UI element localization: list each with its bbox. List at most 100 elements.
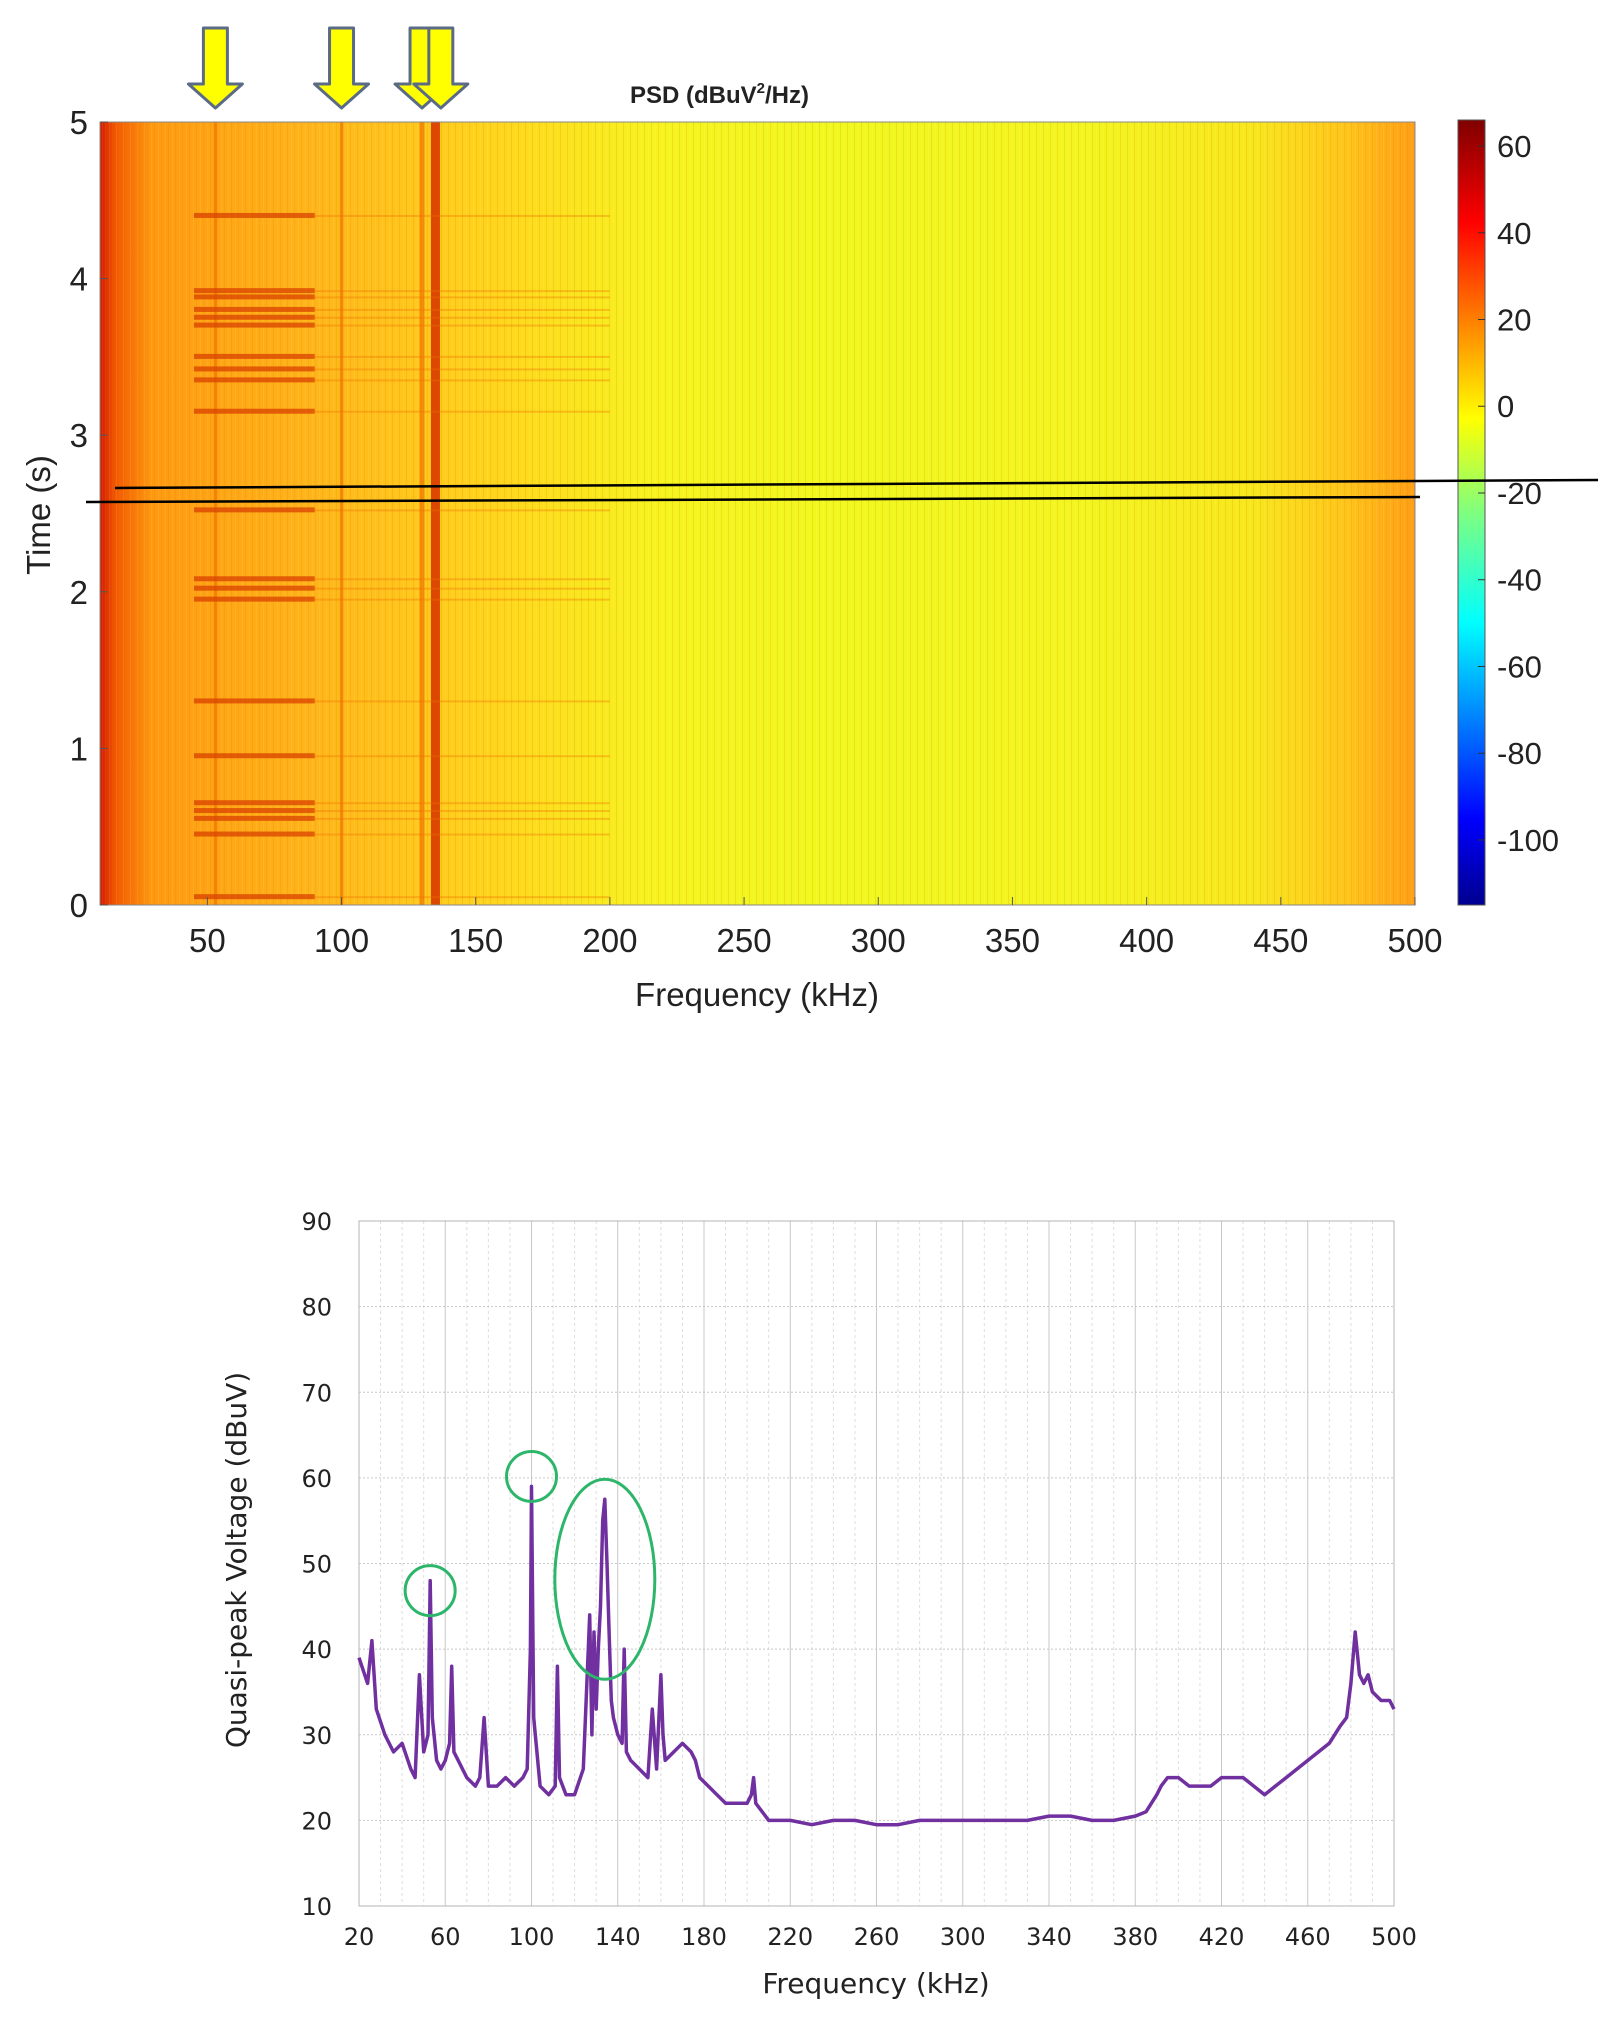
burst-trail <box>314 410 610 413</box>
colorbar-tick-label: -80 <box>1497 736 1542 771</box>
burst-trail <box>314 833 610 836</box>
heat-xtick-label: 350 <box>985 922 1040 959</box>
burst-band <box>193 585 315 591</box>
heatmap-frame <box>99 121 1416 906</box>
burst-band <box>193 894 315 900</box>
line-ytick-label: 50 <box>301 1551 332 1579</box>
heat-ytick-label: 0 <box>70 887 88 924</box>
line-xtick-label: 340 <box>1026 1923 1072 1951</box>
heatmap-xlabel: Frequency (kHz) <box>635 976 879 1013</box>
colorbar-tick-label: -100 <box>1497 823 1559 858</box>
line-xtick-label: 180 <box>681 1923 727 1951</box>
heat-ytick-label: 2 <box>70 574 88 611</box>
vertical-line-53khz <box>213 122 217 905</box>
colorbar-gradient <box>1457 119 1486 906</box>
line-ytick-label: 40 <box>301 1636 332 1664</box>
burst-band <box>193 366 315 372</box>
burst-trail <box>314 700 610 703</box>
burst-band <box>193 288 315 294</box>
burst-band <box>193 322 315 328</box>
burst-trail <box>314 355 610 358</box>
burst-trail <box>314 368 610 371</box>
heat-ytick-label: 4 <box>70 261 88 298</box>
spectrogram-panel: PSD (dBuV2/Hz) 50 100 150 200 250 300 350 400 45… <box>20 26 1599 1013</box>
heat-ytick-label: 1 <box>70 730 88 767</box>
burst-band <box>193 314 315 320</box>
burst-trail <box>314 316 610 319</box>
line-ytick-label: 10 <box>301 1893 332 1921</box>
heat-xtick-label: 450 <box>1253 922 1308 959</box>
burst-trail <box>314 802 610 805</box>
line-xtick-label: 300 <box>940 1923 986 1951</box>
burst-band <box>193 800 315 806</box>
line-ytick-label: 20 <box>301 1807 332 1835</box>
line-plot-frame <box>358 1220 1395 1907</box>
arrow-marker-137khz <box>412 26 470 110</box>
burst-trail <box>314 324 610 327</box>
burst-band <box>193 698 315 704</box>
heat-xtick-label: 100 <box>314 922 369 959</box>
line-xtick-label: 220 <box>767 1923 813 1951</box>
burst-band <box>193 815 315 821</box>
line-ylabel: Quasi-peak Voltage (dBuV) <box>220 1372 253 1748</box>
heat-xtick-label: 200 <box>582 922 637 959</box>
line-ytick-label: 90 <box>301 1208 332 1236</box>
line-xtick-label: 60 <box>430 1923 461 1951</box>
peak-highlight-circle <box>403 1564 457 1618</box>
burst-trail <box>314 810 610 813</box>
series-line-quasi-peak <box>357 1484 1396 1827</box>
line-xtick-label: 20 <box>344 1923 375 1951</box>
heat-ytick-label: 5 <box>70 104 88 141</box>
peak-highlight-circle <box>505 1449 558 1503</box>
colorbar-tick-label: 60 <box>1497 129 1531 164</box>
line-xlabel: Frequency (kHz) <box>762 1967 989 2000</box>
burst-band <box>193 408 315 414</box>
burst-band <box>193 808 315 814</box>
heat-xtick-label: 300 <box>851 922 906 959</box>
heat-xtick-label: 250 <box>717 922 772 959</box>
line-ytick-label: 60 <box>301 1465 332 1493</box>
line-xtick-label: 100 <box>509 1923 555 1951</box>
burst-trail <box>314 896 610 899</box>
line-ytick-label: 70 <box>301 1379 332 1407</box>
heat-xtick-label: 50 <box>189 922 226 959</box>
colorbar-tick-label: 20 <box>1497 303 1531 338</box>
line-xtick-label: 420 <box>1199 1923 1245 1951</box>
burst-trail <box>314 598 610 601</box>
cut-line-2 <box>85 495 1421 504</box>
heatmap-plot-area <box>100 122 1415 905</box>
heat-xtick-label: 500 <box>1387 922 1442 959</box>
burst-band <box>193 377 315 383</box>
burst-trail <box>314 817 610 820</box>
burst-trail <box>314 290 610 293</box>
burst-band <box>193 353 315 359</box>
heat-ytick-label: 3 <box>70 417 88 454</box>
line-xtick-label: 140 <box>595 1923 641 1951</box>
burst-trail <box>314 755 610 758</box>
burst-trail <box>314 308 610 311</box>
colorbar-tick-label: 40 <box>1497 216 1531 251</box>
colorbar-tick-label: -20 <box>1497 476 1542 511</box>
colorbar: 60 40 20 0 -20 -40 -60 -80 -100 <box>1457 119 1559 906</box>
quasi-peak-panel: 20 60 100 140 180 220 260 300 340 380 420 460 500 10… <box>220 1208 1417 2000</box>
burst-band <box>193 306 315 312</box>
burst-trail <box>314 296 610 299</box>
arrow-marker-100khz <box>313 26 371 110</box>
line-xtick-label: 380 <box>1112 1923 1158 1951</box>
burst-trail <box>314 509 610 512</box>
burst-band <box>193 294 315 300</box>
burst-trail <box>314 578 610 581</box>
colorbar-tick-label: -60 <box>1497 649 1542 684</box>
cut-line-1 <box>114 478 1599 490</box>
burst-trail <box>314 587 610 590</box>
burst-band <box>193 831 315 837</box>
heatmap-ylabel: Time (s) <box>20 455 57 575</box>
heat-xtick-label: 400 <box>1119 922 1174 959</box>
vertical-line-100khz <box>340 122 344 905</box>
burst-band <box>193 507 315 513</box>
burst-band <box>193 576 315 582</box>
burst-trail <box>314 214 610 217</box>
line-ytick-label: 80 <box>301 1294 332 1322</box>
colorbar-tick-label: 0 <box>1497 389 1514 424</box>
